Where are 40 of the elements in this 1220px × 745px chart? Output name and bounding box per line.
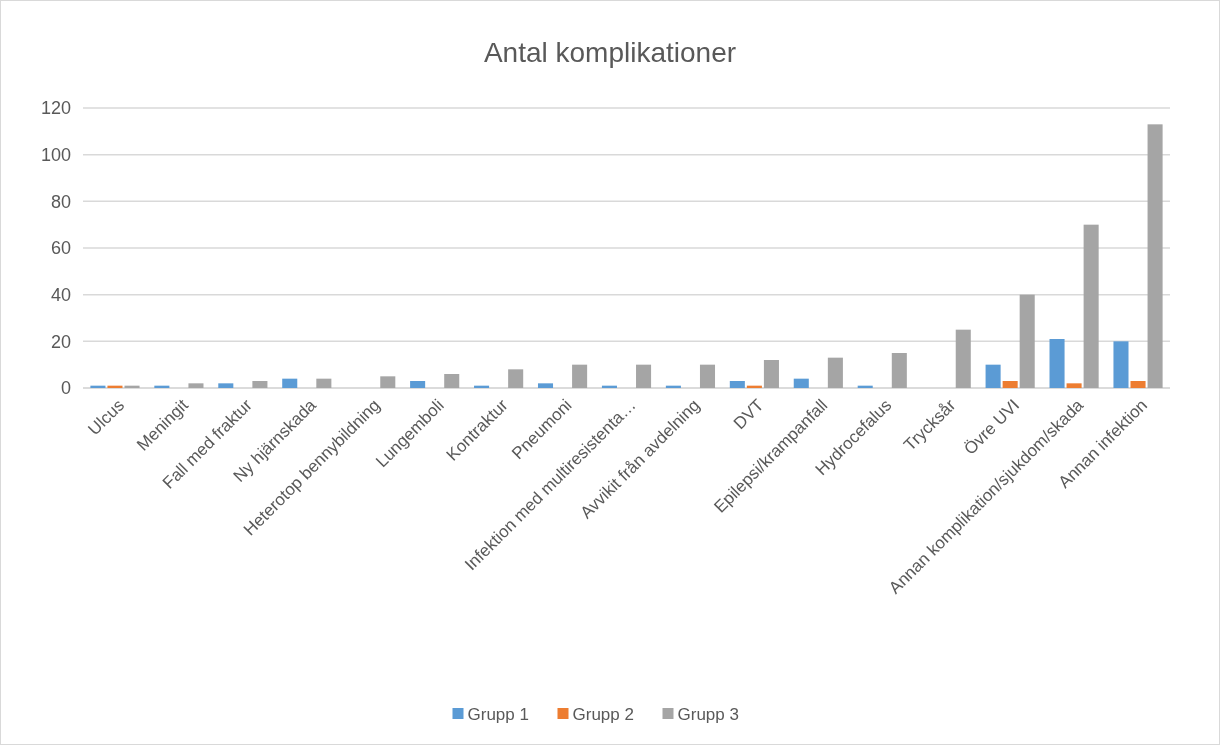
bar xyxy=(1130,381,1146,388)
y-tick-label: 0 xyxy=(60,378,71,399)
legend-label: Grupp 2 xyxy=(572,705,634,725)
bar xyxy=(729,381,745,388)
bar xyxy=(955,329,971,388)
bar xyxy=(252,381,268,388)
bar xyxy=(282,378,298,388)
bar xyxy=(380,376,396,388)
bar xyxy=(793,378,809,388)
bar xyxy=(508,369,524,388)
bar xyxy=(572,364,588,388)
legend-label: Grupp 1 xyxy=(467,705,529,725)
bar xyxy=(985,364,1001,388)
bar xyxy=(1113,341,1129,388)
bar xyxy=(124,385,140,388)
bar xyxy=(1002,381,1018,388)
y-tick-label: 120 xyxy=(40,98,71,119)
y-tick-label: 60 xyxy=(50,238,71,259)
y-tick-label: 40 xyxy=(50,284,71,305)
bar xyxy=(636,364,652,388)
chart-title: Antal komplikationer xyxy=(483,37,737,68)
bar xyxy=(827,357,843,388)
bar xyxy=(410,381,426,388)
bar xyxy=(1147,124,1163,388)
bar xyxy=(699,364,716,388)
y-tick-label: 100 xyxy=(40,144,71,165)
bar xyxy=(1019,294,1035,388)
bar xyxy=(444,374,460,388)
bar xyxy=(1083,224,1099,388)
bar xyxy=(891,353,907,388)
y-tick-label: 80 xyxy=(50,191,71,212)
bar xyxy=(218,383,234,388)
bar xyxy=(763,360,779,388)
bar xyxy=(537,383,554,388)
legend-label: Grupp 3 xyxy=(677,705,739,725)
bar xyxy=(188,383,204,388)
bar xyxy=(316,378,332,388)
bar xyxy=(1049,339,1065,388)
y-tick-label: 20 xyxy=(50,331,71,352)
bar xyxy=(1066,383,1082,388)
